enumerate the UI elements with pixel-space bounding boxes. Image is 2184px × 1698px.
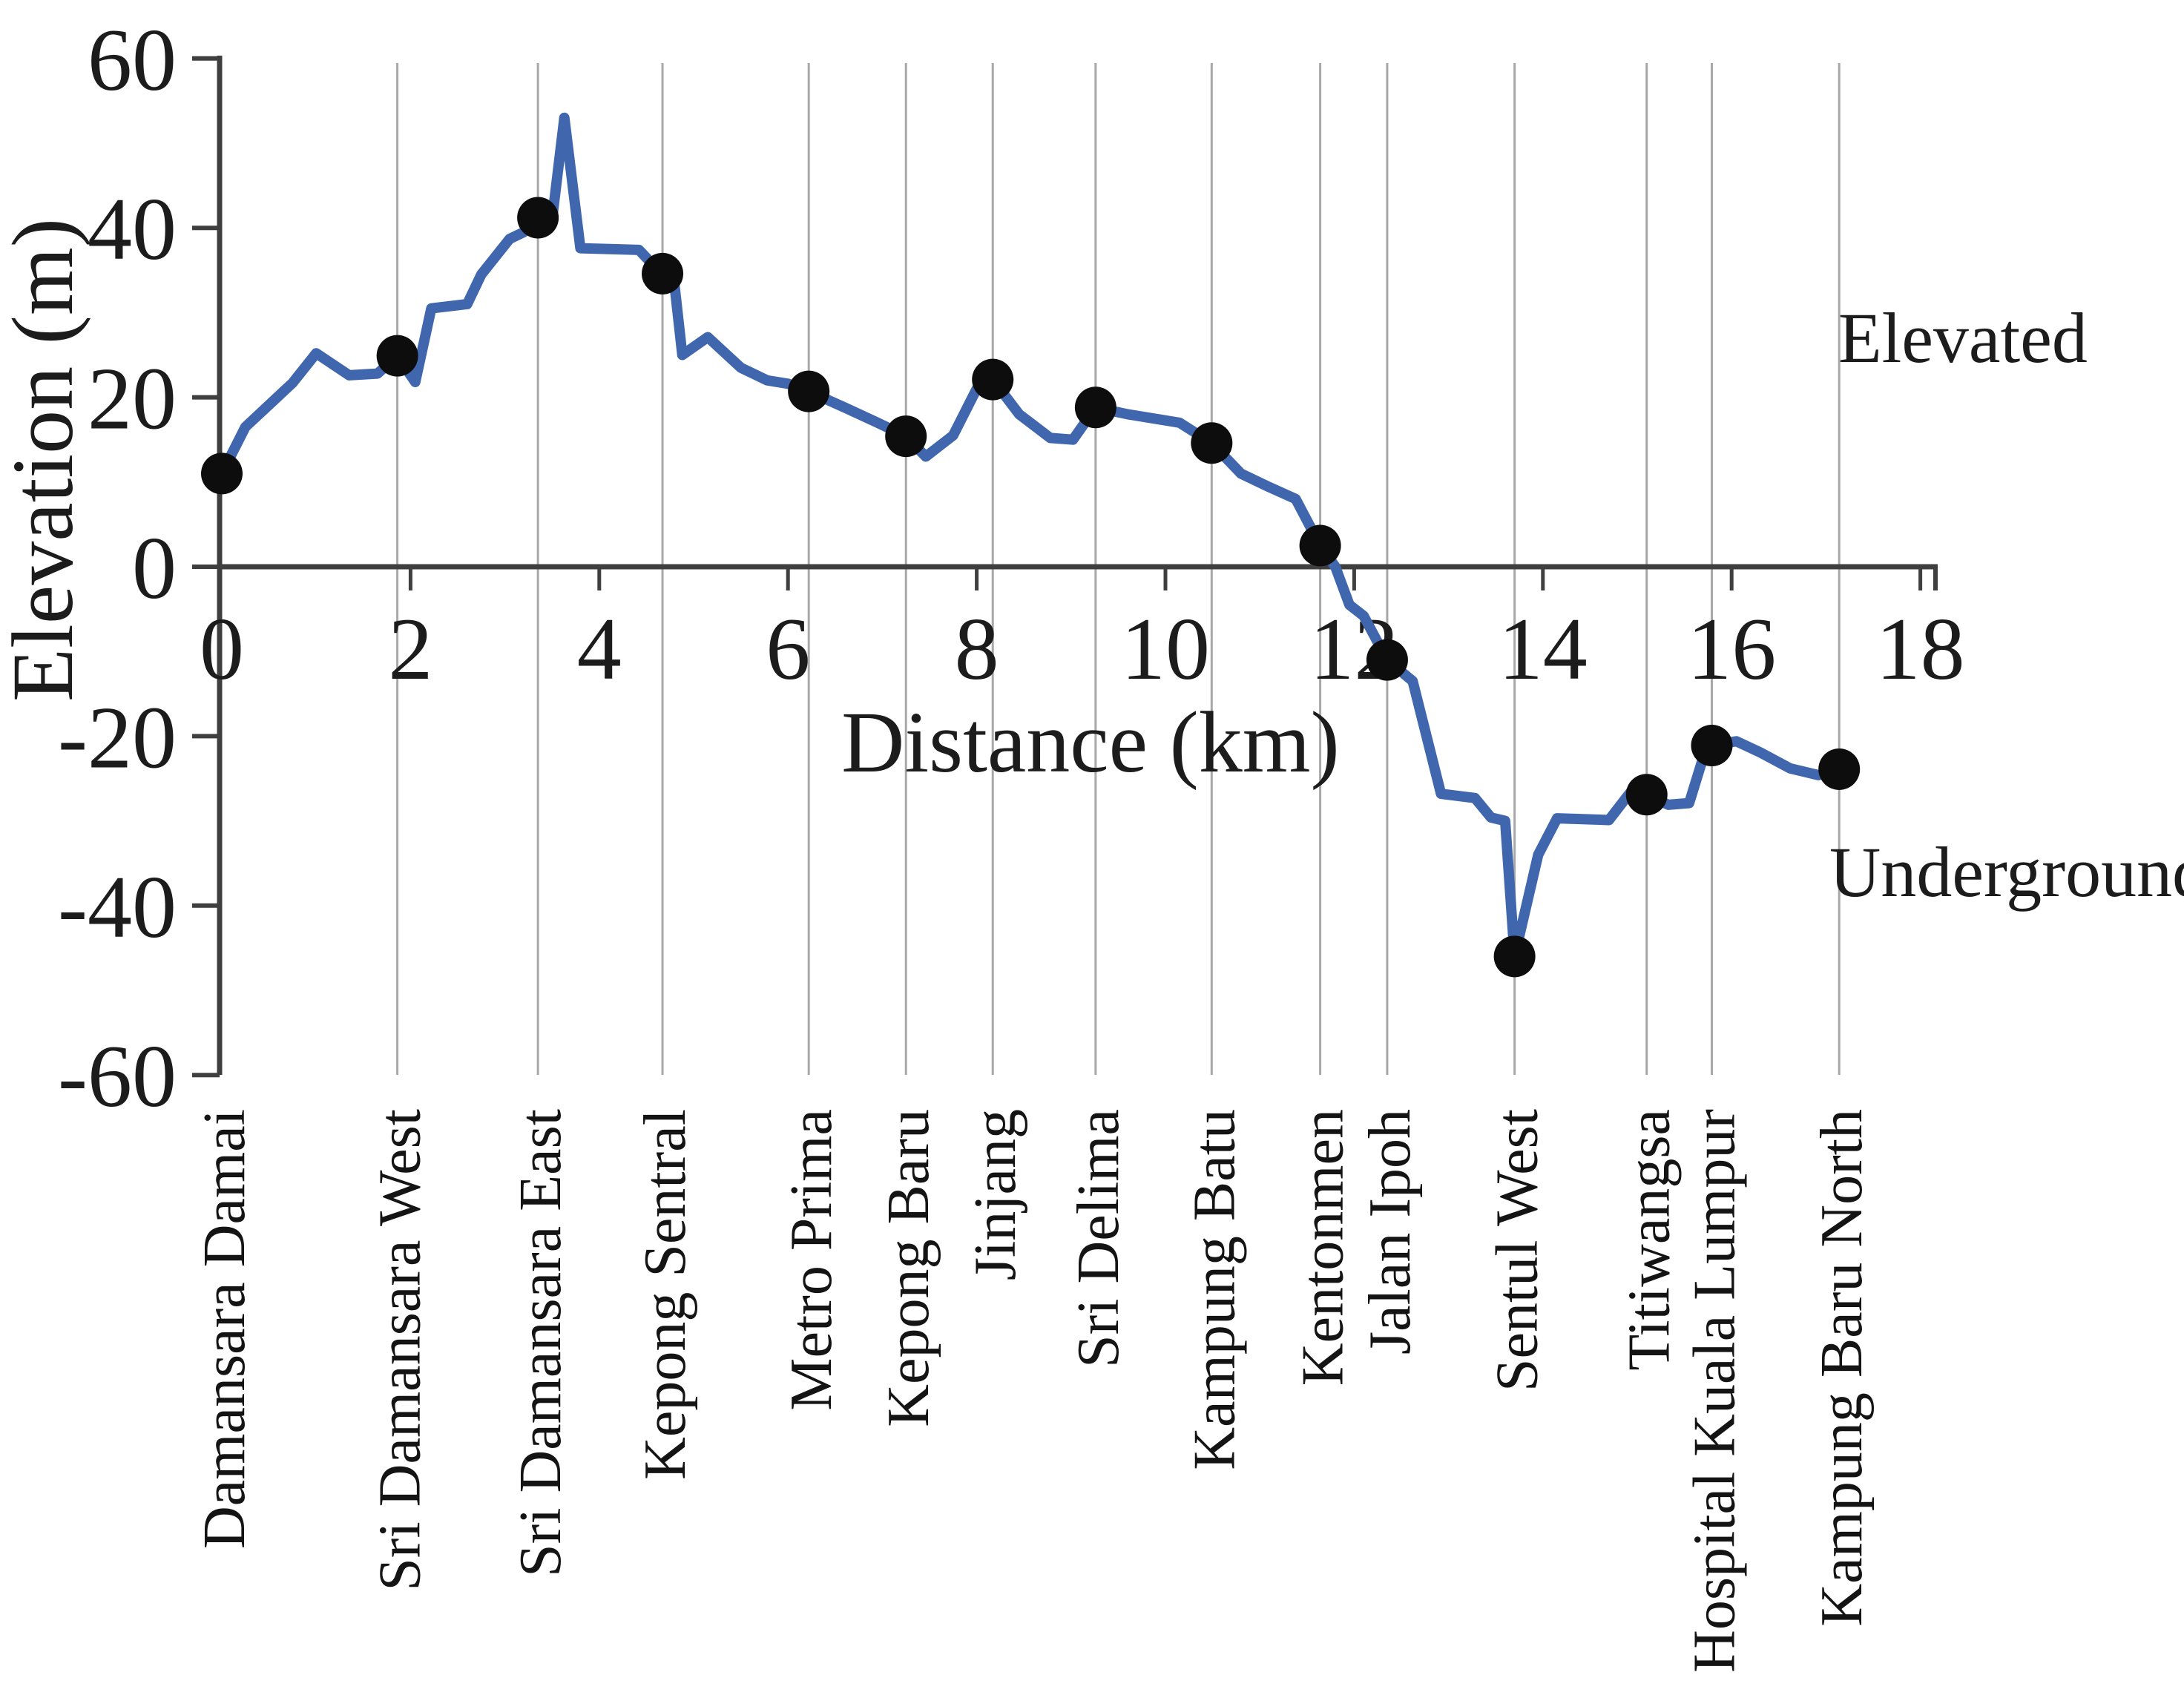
elevation-profile-line xyxy=(217,112,1845,962)
x-tick-label: 6 xyxy=(766,599,810,698)
station-data-point xyxy=(1493,935,1536,978)
station-label: Sentul West xyxy=(1485,1109,1550,1392)
underground-region-label: Underground xyxy=(1829,832,2184,912)
station-data-point xyxy=(885,415,927,458)
station-data-point xyxy=(376,335,418,377)
x-tick-label: 0 xyxy=(200,599,244,698)
y-tick-label: 20 xyxy=(88,349,177,448)
y-tick-label: 60 xyxy=(88,10,177,109)
station-data-point xyxy=(201,453,243,495)
x-tick-label: 14 xyxy=(1499,599,1588,698)
y-tick-label: -20 xyxy=(58,688,177,786)
station-label: Sri Delima xyxy=(1066,1109,1131,1368)
station-label: Hospital Kuala Lumpur xyxy=(1682,1109,1747,1673)
x-tick-label: 4 xyxy=(577,599,622,698)
station-label: Titiwangsa xyxy=(1617,1109,1683,1371)
x-tick-label: 16 xyxy=(1687,599,1776,698)
station-label: Kentonmen xyxy=(1291,1109,1356,1386)
y-axis-title: Elevation (m) xyxy=(0,217,91,702)
elevated-region-label: Elevated xyxy=(1838,298,2088,378)
station-label: Jinjang xyxy=(963,1109,1028,1280)
station-label: Kepong Sentral xyxy=(633,1109,698,1480)
station-label: Kepong Baru xyxy=(876,1109,941,1427)
station-label: Jalan Ipoh xyxy=(1358,1109,1423,1355)
x-axis-title: Distance (km) xyxy=(841,694,1340,791)
station-data-point xyxy=(1074,386,1116,429)
station-data-point xyxy=(1191,422,1233,464)
station-label: Kampung Baru North xyxy=(1809,1109,1875,1627)
x-tick-label: 2 xyxy=(388,599,432,698)
y-tick-label: -40 xyxy=(58,858,177,956)
station-label: Kampung Batu xyxy=(1182,1109,1247,1470)
station-label: Metro Prima xyxy=(779,1109,844,1411)
station-data-point xyxy=(1366,639,1408,681)
x-tick-label: 8 xyxy=(955,599,999,698)
station-data-point xyxy=(1691,724,1733,766)
station-data-point xyxy=(517,197,559,239)
station-data-point xyxy=(1625,774,1668,816)
station-data-point xyxy=(972,358,1014,401)
x-tick-label: 18 xyxy=(1876,599,1965,698)
station-label: Damansara Damai xyxy=(192,1109,257,1549)
y-tick-label: 40 xyxy=(88,180,177,278)
station-data-point xyxy=(1818,748,1861,790)
y-tick-label: -60 xyxy=(58,1027,177,1125)
station-data-point xyxy=(1299,524,1341,567)
y-tick-label: 0 xyxy=(132,519,177,617)
station-label: Sri Damansara East xyxy=(508,1109,573,1577)
x-tick-label: 10 xyxy=(1121,599,1210,698)
station-data-point xyxy=(642,252,684,294)
station-label: Sri Damansara West xyxy=(368,1109,433,1591)
station-data-point xyxy=(788,370,830,412)
